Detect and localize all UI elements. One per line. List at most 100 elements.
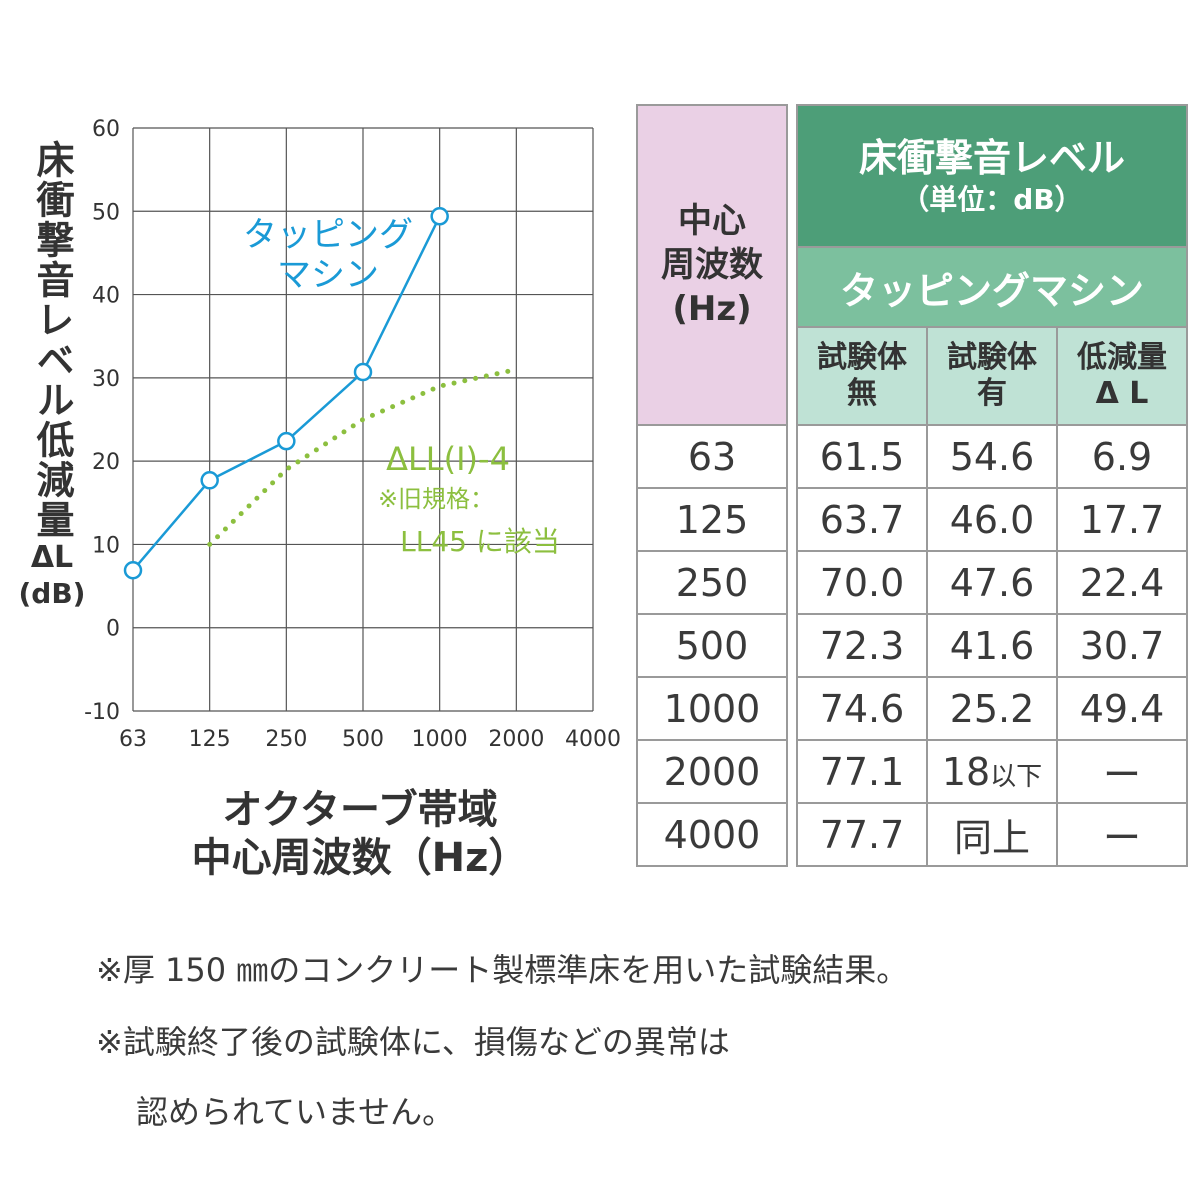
col-header-delta-line2: Δ L xyxy=(1095,376,1149,411)
col-header-with-line2: 有 xyxy=(977,376,1007,411)
y-tick-label: 20 xyxy=(92,450,120,475)
y-axis-title: 床衝撃音レベル低減量 ΔL (dB) xyxy=(12,140,92,612)
table-separator xyxy=(786,803,798,866)
cell-delta: ー xyxy=(1056,802,1188,867)
series-label-tapping-line2: マシン xyxy=(277,255,379,295)
note-2: ※試験終了後の試験体に、損傷などの異常は xyxy=(96,1023,730,1061)
x-tick-label: 2000 xyxy=(488,727,544,752)
x-tick-label: 4000 xyxy=(565,727,621,752)
y-axis-unit: (dB) xyxy=(18,577,86,610)
table-row: 500 72.3 41.6 30.7 xyxy=(636,613,1188,678)
x-tick-label: 500 xyxy=(342,727,384,752)
data-point xyxy=(123,560,143,580)
y-tick-label: 50 xyxy=(92,200,120,225)
y-tick-label: 60 xyxy=(92,117,120,142)
table-row: 1000 74.6 25.2 49.4 xyxy=(636,676,1188,741)
series-labels: タッピングマシン ΔLL(Ⅰ)-4 ※旧規格： LL45 に該当 xyxy=(243,215,560,558)
cell-freq: 2000 xyxy=(636,739,788,804)
cell-without: 77.7 xyxy=(796,802,928,867)
col-header-delta: 低減量 Δ L xyxy=(1056,326,1188,426)
table-row: 2000 77.1 18以下 ー xyxy=(636,739,1188,804)
table-separator xyxy=(786,551,798,614)
cell-with: 18以下 xyxy=(926,739,1058,804)
note-1: ※厚 150 ㎜のコンクリート製標準床を用いた試験結果。 xyxy=(96,951,909,989)
cell-delta: 22.4 xyxy=(1056,550,1188,615)
col-header-with: 試験体 有 xyxy=(926,326,1058,426)
table-row: 250 70.0 47.6 22.4 xyxy=(636,550,1188,615)
table-separator xyxy=(786,105,798,425)
series-note-line2: LL45 に該当 xyxy=(400,525,560,558)
cell-without: 72.3 xyxy=(796,613,928,678)
y-axis-title-delta: ΔL xyxy=(30,540,74,575)
table-separator xyxy=(786,425,798,488)
series-line-dotted xyxy=(207,367,519,547)
col-header-without-line1: 試験体 xyxy=(817,340,907,375)
x-tick-labels: 63 125 250 500 1000 2000 4000 xyxy=(119,727,621,752)
x-axis-title-line1: オクターブ帯域 xyxy=(222,787,498,833)
data-point xyxy=(277,431,296,451)
cell-without: 63.7 xyxy=(796,487,928,552)
col-header-without: 試験体 無 xyxy=(796,326,928,426)
data-point xyxy=(430,207,449,226)
freq-header-line1: 中心 xyxy=(678,201,746,241)
y-tick-label: 10 xyxy=(92,533,120,558)
cell-delta: 6.9 xyxy=(1056,424,1188,489)
table-row: 63 61.5 54.6 6.9 xyxy=(636,424,1188,489)
cell-freq: 63 xyxy=(636,424,788,489)
cell-with: 46.0 xyxy=(926,487,1058,552)
table-separator xyxy=(786,677,798,740)
cell-delta: 17.7 xyxy=(1056,487,1188,552)
series-note-line1: ※旧規格： xyxy=(378,485,494,513)
x-tick-label: 63 xyxy=(119,727,147,752)
table-row: 125 63.7 46.0 17.7 xyxy=(636,487,1188,552)
col-header-without-line2: 無 xyxy=(847,376,877,411)
y-axis-title-vertical: 床衝撃音レベル低減量 xyxy=(30,140,74,540)
cell-freq: 4000 xyxy=(636,802,788,867)
chart-series xyxy=(123,207,519,580)
y-tick-label: 0 xyxy=(106,617,120,642)
cell-with-value: 18 xyxy=(941,749,991,794)
cell-freq: 250 xyxy=(636,550,788,615)
x-axis-title-line2: 中心周波数（Hz） xyxy=(191,835,529,881)
cell-without: 61.5 xyxy=(796,424,928,489)
cell-with: 54.6 xyxy=(926,424,1058,489)
cell-without: 74.6 xyxy=(796,676,928,741)
y-tick-label: 30 xyxy=(92,367,120,392)
cell-delta: 30.7 xyxy=(1056,613,1188,678)
x-tick-label: 250 xyxy=(265,727,307,752)
freq-header-line3: (Hz) xyxy=(672,289,752,329)
col-header-delta-line1: 低減量 xyxy=(1077,340,1167,375)
cell-without: 70.0 xyxy=(796,550,928,615)
series-label-standard: ΔLL(Ⅰ)-4 xyxy=(386,440,510,478)
y-tick-labels: 60 50 40 30 20 10 0 -10 xyxy=(84,117,120,725)
table-separator xyxy=(786,488,798,551)
freq-header: 中心 周波数 (Hz) xyxy=(636,104,788,426)
col-header-with-line1: 試験体 xyxy=(947,340,1037,375)
main-header: 床衝撃音レベル （単位：dB） xyxy=(796,104,1188,248)
main-header-title: 床衝撃音レベル xyxy=(858,136,1125,180)
cell-delta: ー xyxy=(1056,739,1188,804)
cell-with: 25.2 xyxy=(926,676,1058,741)
cell-without: 77.1 xyxy=(796,739,928,804)
series-label-tapping-line1: タッピング xyxy=(243,215,413,255)
table-separator xyxy=(786,614,798,677)
line-chart: 60 50 40 30 20 10 0 -10 63 125 250 500 1000 2000 4000… xyxy=(84,117,621,752)
sub-header: タッピングマシン xyxy=(796,246,1188,328)
cell-freq: 500 xyxy=(636,613,788,678)
data-point xyxy=(353,362,373,382)
cell-freq: 125 xyxy=(636,487,788,552)
x-tick-label: 125 xyxy=(189,727,231,752)
y-tick-label: 40 xyxy=(92,284,120,309)
cell-with-suffix: 以下 xyxy=(990,761,1043,792)
y-tick-label: -10 xyxy=(84,700,120,725)
table-row: 4000 77.7 同上 ー xyxy=(636,802,1188,867)
freq-header-line2: 周波数 xyxy=(661,245,763,285)
x-tick-label: 1000 xyxy=(412,727,468,752)
cell-with: 47.6 xyxy=(926,550,1058,615)
cell-with: 同上 xyxy=(926,802,1058,867)
data-point xyxy=(200,471,219,490)
cell-freq: 1000 xyxy=(636,676,788,741)
noise-level-table: 中心 周波数 (Hz) 床衝撃音レベル （単位：dB） タッピングマシン 試験体… xyxy=(636,104,1188,867)
note-3: 認められていません。 xyxy=(136,1093,455,1131)
cell-with: 41.6 xyxy=(926,613,1058,678)
